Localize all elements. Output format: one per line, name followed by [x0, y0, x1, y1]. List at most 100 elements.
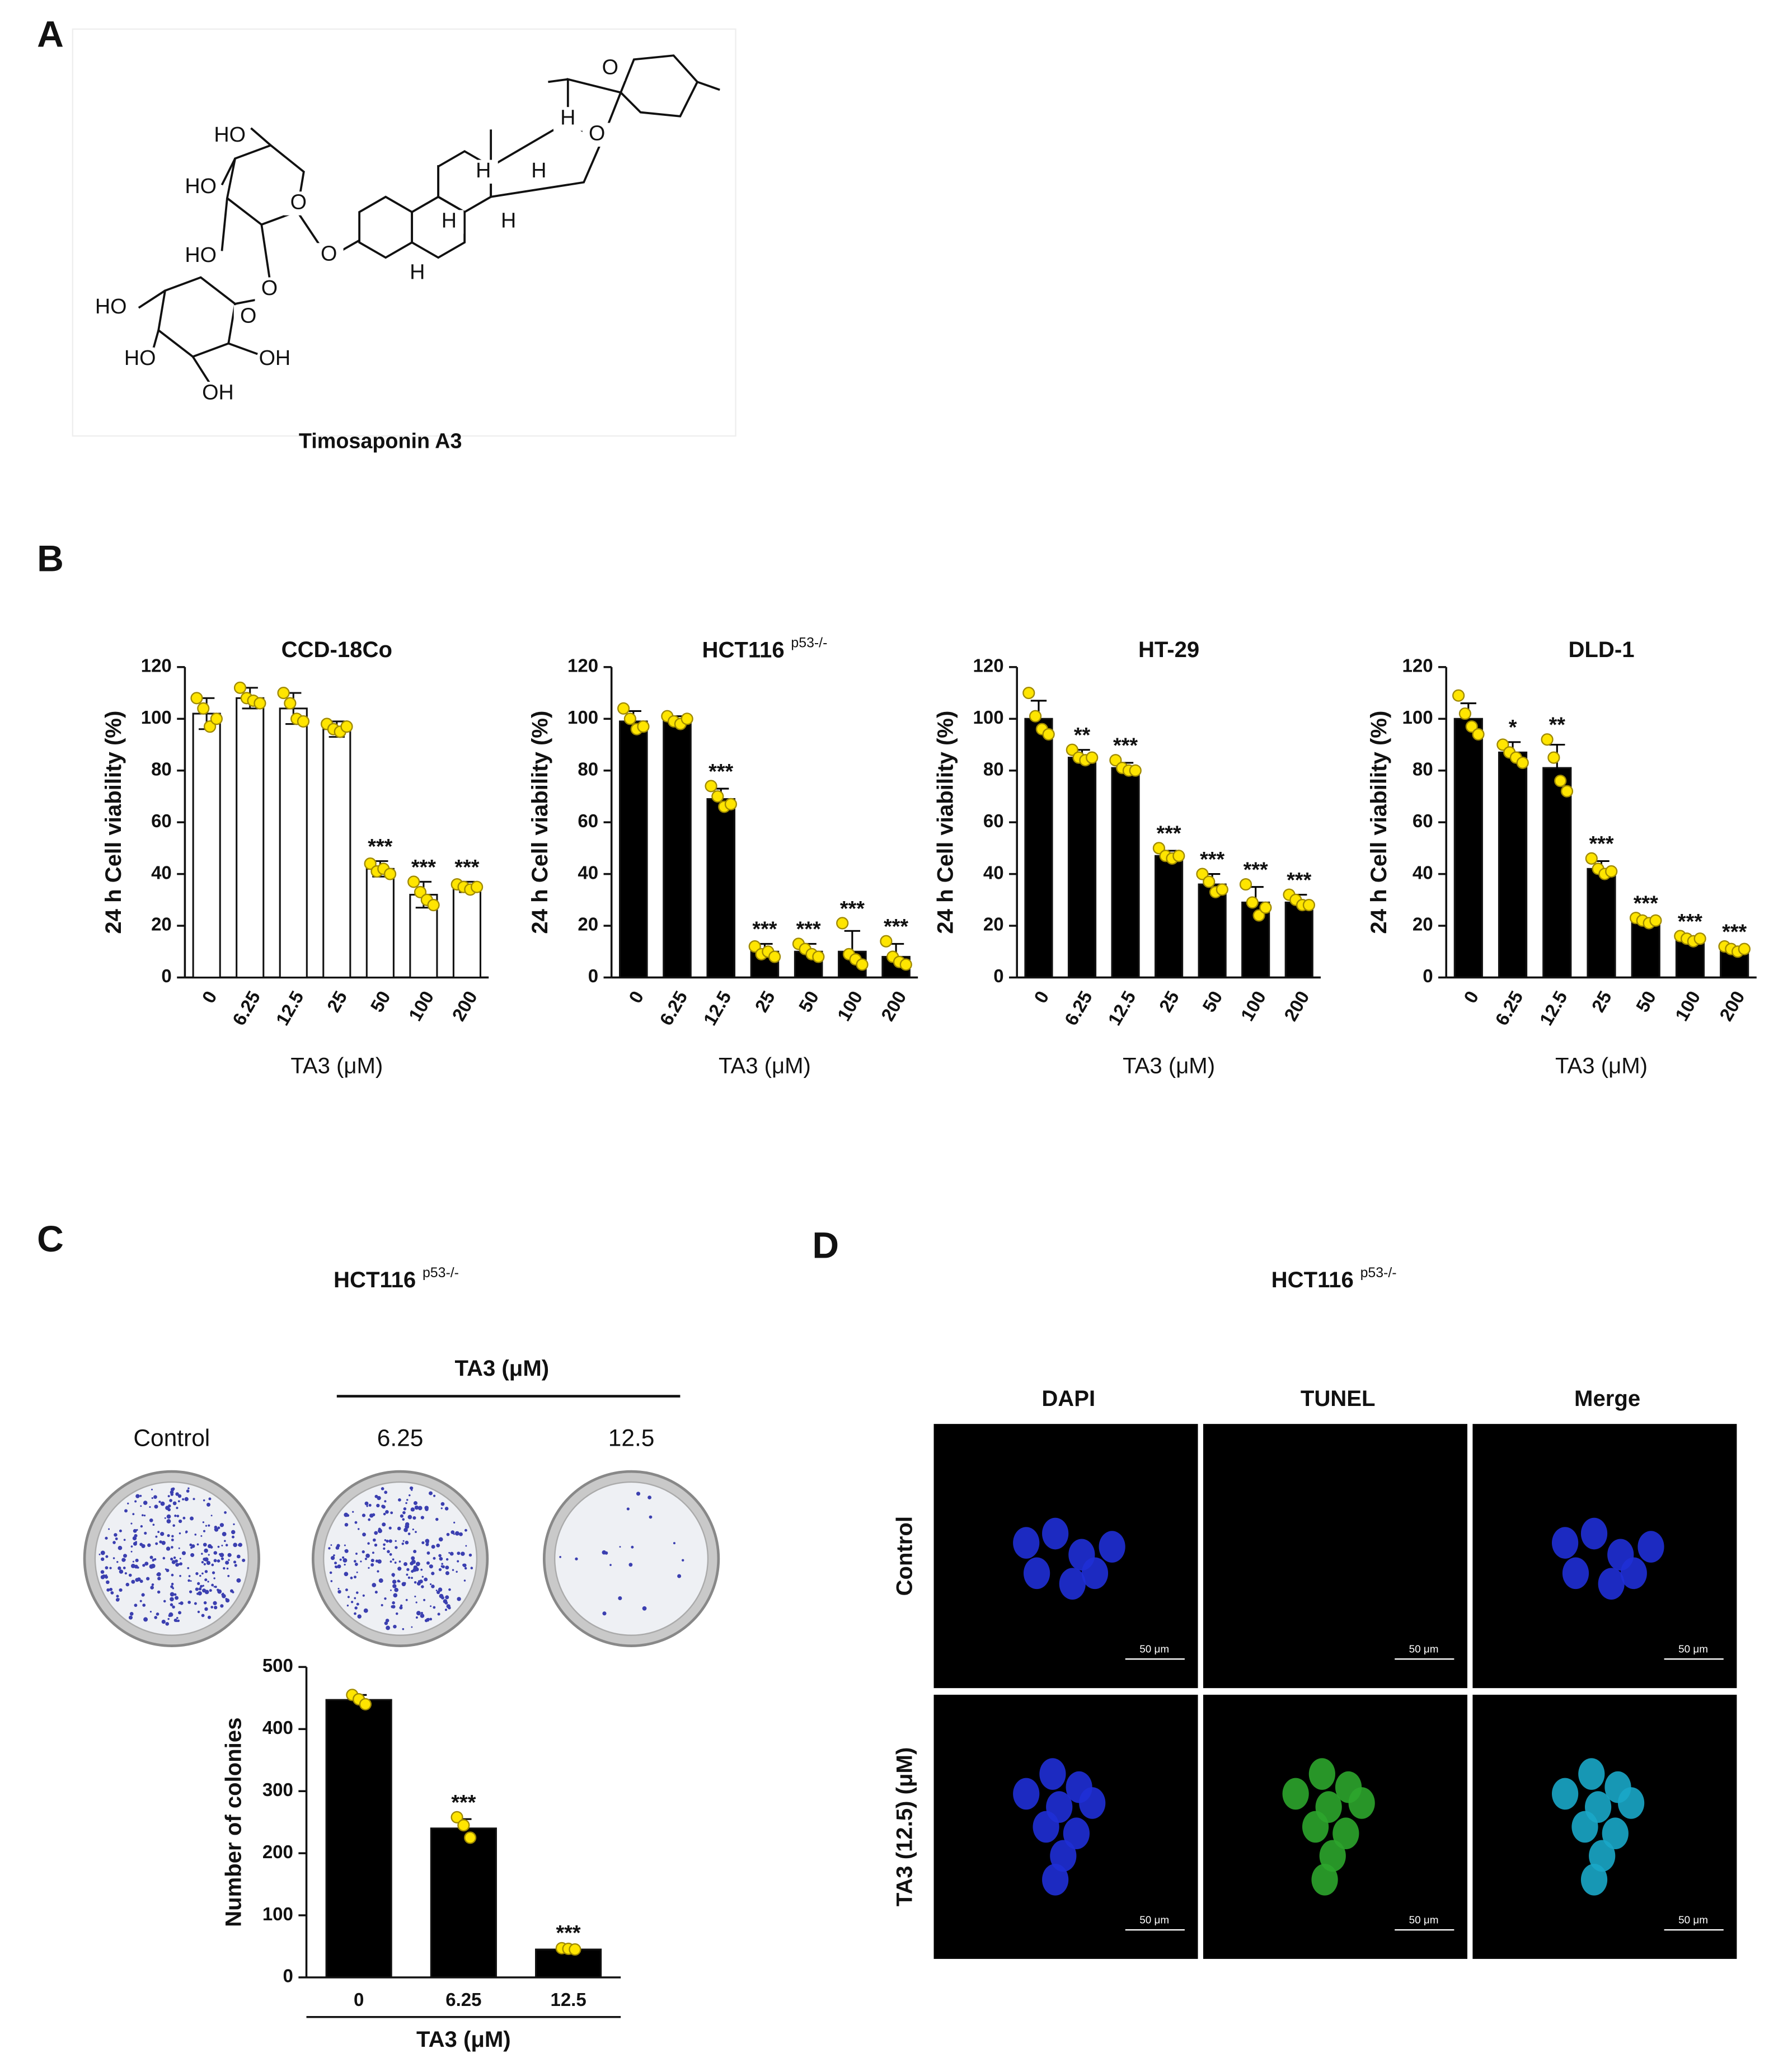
dish-label: 6.25 [377, 1426, 424, 1452]
colony [225, 1544, 228, 1546]
colony [118, 1566, 121, 1571]
bar [325, 1699, 392, 1979]
colony [233, 1543, 237, 1548]
colony [407, 1515, 412, 1520]
colony [129, 1612, 134, 1616]
column-header: TUNEL [1301, 1386, 1376, 1411]
colony [176, 1507, 179, 1510]
colony [242, 1558, 246, 1562]
atom-bg [494, 210, 523, 234]
colony [453, 1521, 456, 1523]
colony [421, 1576, 424, 1578]
data-point [1252, 909, 1265, 922]
colony [388, 1539, 392, 1543]
colony [227, 1574, 230, 1577]
title-superscript: p53-/- [1360, 1265, 1397, 1281]
nucleus [1552, 1778, 1579, 1810]
data-point [197, 702, 210, 715]
significance: *** [1634, 892, 1658, 915]
colony [124, 1509, 128, 1513]
colony [213, 1605, 218, 1610]
colony [446, 1532, 450, 1536]
colony [384, 1500, 387, 1503]
data-point [297, 715, 310, 728]
colony [344, 1572, 349, 1577]
colony [435, 1590, 438, 1592]
bar [365, 868, 395, 978]
colony [406, 1573, 409, 1576]
colony [101, 1557, 105, 1561]
colony [642, 1606, 647, 1611]
colony [233, 1523, 235, 1526]
data-point [899, 958, 912, 971]
colony [161, 1540, 166, 1545]
colony [171, 1538, 174, 1541]
colony [135, 1558, 139, 1562]
colony [133, 1529, 137, 1533]
colony [448, 1588, 451, 1591]
y-axis-label: 24 h Cell viability (%) [933, 711, 958, 934]
colony [344, 1563, 346, 1566]
y-tick-label: 100 [973, 707, 1004, 728]
colony [172, 1605, 175, 1609]
colony [152, 1559, 154, 1562]
colony [411, 1626, 413, 1628]
colony [228, 1559, 230, 1561]
colony [415, 1567, 419, 1572]
colony [410, 1507, 415, 1512]
colony [631, 1545, 634, 1549]
bar [279, 707, 308, 978]
colony [108, 1528, 110, 1530]
colony [105, 1555, 109, 1558]
y-tick-label: 100 [1402, 707, 1433, 728]
scale-bar-label: 50 μm [1139, 1643, 1169, 1655]
x-tick-label: 200 [448, 987, 481, 1024]
colony [463, 1579, 466, 1582]
title-main: HCT116 [702, 637, 784, 662]
significance: *** [454, 855, 479, 879]
colony [115, 1597, 120, 1602]
data-point [711, 790, 724, 803]
colony [344, 1544, 346, 1546]
colony [363, 1608, 368, 1613]
atom-bg [468, 160, 498, 184]
colony [431, 1585, 435, 1588]
colony [178, 1519, 182, 1523]
panel-title: HCT116 p53-/- [334, 1265, 459, 1292]
x-tick-label: 200 [1715, 987, 1749, 1024]
colony [171, 1582, 174, 1586]
atom-bg [96, 296, 126, 320]
scale-bar-label: 50 μm [1409, 1914, 1439, 1925]
scale-bar-label: 50 μm [1678, 1914, 1708, 1925]
colony [231, 1535, 234, 1539]
colony [110, 1591, 114, 1595]
colony [330, 1555, 335, 1560]
data-point [1152, 842, 1165, 855]
data-point [617, 702, 630, 715]
colony [204, 1557, 209, 1562]
colony [636, 1492, 641, 1496]
data-point [414, 885, 427, 899]
colony [159, 1540, 162, 1544]
y-axis-label: 24 h Cell viability (%) [1366, 711, 1391, 934]
colony [178, 1547, 180, 1549]
bar [192, 712, 221, 978]
colony [130, 1550, 133, 1553]
data-point [233, 681, 247, 694]
y-tick-label: 100 [262, 1904, 293, 1924]
colony [398, 1498, 401, 1502]
colony [201, 1560, 204, 1564]
colony [426, 1618, 430, 1622]
micrograph [933, 1424, 1198, 1689]
colony [98, 1553, 101, 1555]
data-point [748, 940, 761, 953]
colony [369, 1513, 374, 1518]
colony [170, 1597, 174, 1602]
colony [184, 1497, 189, 1502]
colony [394, 1587, 398, 1592]
colony [208, 1524, 210, 1527]
colony [137, 1566, 139, 1569]
data-point [1560, 785, 1574, 798]
x-tick-label: 25 [750, 987, 778, 1015]
colony [213, 1551, 218, 1555]
